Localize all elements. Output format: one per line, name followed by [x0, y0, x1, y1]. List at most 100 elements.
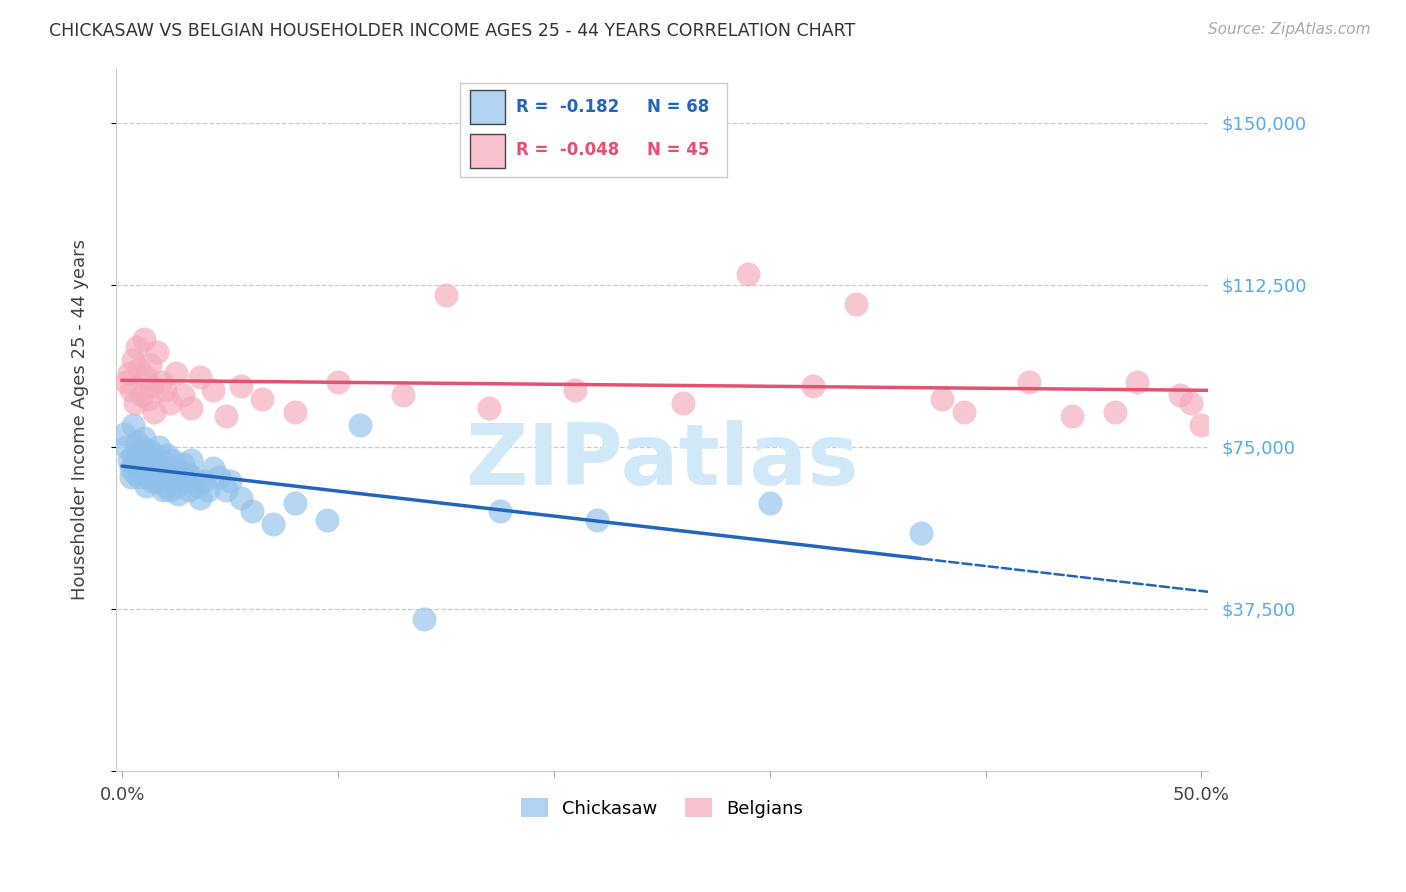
Point	[163, 470, 186, 484]
Y-axis label: Householder Income Ages 25 - 44 years: Householder Income Ages 25 - 44 years	[72, 239, 89, 600]
Point	[120, 384, 142, 398]
Text: CHICKASAW VS BELGIAN HOUSEHOLDER INCOME AGES 25 - 44 YEARS CORRELATION CHART: CHICKASAW VS BELGIAN HOUSEHOLDER INCOME …	[49, 22, 855, 40]
Point	[112, 426, 135, 441]
Point	[169, 470, 191, 484]
Point	[177, 483, 200, 497]
Point	[262, 517, 284, 532]
Point	[124, 457, 146, 471]
Point	[219, 474, 242, 488]
Point	[758, 496, 780, 510]
Point	[120, 461, 142, 475]
Point	[139, 358, 162, 372]
Point	[143, 448, 166, 462]
Point	[136, 452, 159, 467]
Point	[143, 466, 166, 480]
Point	[128, 361, 150, 376]
Point	[188, 491, 211, 506]
Point	[128, 470, 150, 484]
Point	[193, 474, 215, 488]
Point	[737, 267, 759, 281]
Legend: Chickasaw, Belgians: Chickasaw, Belgians	[513, 791, 810, 825]
Point	[201, 461, 224, 475]
Point	[132, 332, 155, 346]
Point	[672, 396, 695, 410]
Point	[131, 440, 153, 454]
Point	[155, 384, 177, 398]
Point	[845, 297, 868, 311]
Point	[413, 612, 436, 626]
Point	[801, 379, 824, 393]
Point	[141, 379, 163, 393]
Point	[910, 526, 932, 541]
Point	[240, 504, 263, 518]
Point	[149, 470, 172, 484]
Point	[135, 478, 157, 492]
Point	[165, 478, 187, 492]
Point	[136, 392, 159, 406]
Point	[127, 435, 149, 450]
Point	[145, 457, 167, 471]
Point	[391, 388, 413, 402]
Point	[201, 384, 224, 398]
Point	[145, 344, 167, 359]
Point	[172, 457, 194, 471]
Point	[135, 370, 157, 384]
Point	[128, 444, 150, 458]
Point	[478, 401, 501, 415]
Point	[1104, 405, 1126, 419]
Point	[139, 461, 162, 475]
Point	[115, 440, 138, 454]
Point	[316, 513, 339, 527]
Point	[489, 504, 512, 518]
Point	[349, 417, 371, 432]
Point	[434, 288, 457, 302]
Point	[564, 384, 586, 398]
Text: ZIPatlas: ZIPatlas	[465, 420, 859, 503]
Point	[229, 379, 252, 393]
Point	[117, 452, 139, 467]
Point	[187, 478, 209, 492]
Point	[180, 452, 202, 467]
Point	[131, 457, 153, 471]
Point	[326, 375, 349, 389]
Point	[1060, 409, 1083, 424]
Point	[122, 353, 145, 368]
Point	[188, 370, 211, 384]
Point	[931, 392, 953, 406]
Point	[1180, 396, 1202, 410]
Point	[115, 375, 138, 389]
Point	[122, 417, 145, 432]
Point	[139, 444, 162, 458]
Point	[208, 470, 231, 484]
Point	[1191, 417, 1213, 432]
Point	[180, 401, 202, 415]
Point	[159, 396, 181, 410]
Point	[229, 491, 252, 506]
Point	[172, 388, 194, 402]
Point	[197, 483, 219, 497]
Point	[132, 431, 155, 445]
Point	[131, 388, 153, 402]
Point	[1125, 375, 1147, 389]
Point	[117, 366, 139, 380]
Point	[160, 452, 183, 467]
Point	[284, 496, 307, 510]
Point	[155, 478, 177, 492]
Point	[167, 487, 190, 501]
Point	[132, 448, 155, 462]
Point	[135, 461, 157, 475]
Point	[122, 448, 145, 462]
Point	[1018, 375, 1040, 389]
Point	[148, 440, 170, 454]
Point	[145, 474, 167, 488]
Point	[124, 396, 146, 410]
Text: Source: ZipAtlas.com: Source: ZipAtlas.com	[1208, 22, 1371, 37]
Point	[165, 461, 187, 475]
Point	[159, 466, 181, 480]
Point	[143, 405, 166, 419]
Point	[1168, 388, 1191, 402]
Point	[149, 375, 172, 389]
Point	[586, 513, 609, 527]
Point	[215, 409, 238, 424]
Point	[165, 366, 187, 380]
